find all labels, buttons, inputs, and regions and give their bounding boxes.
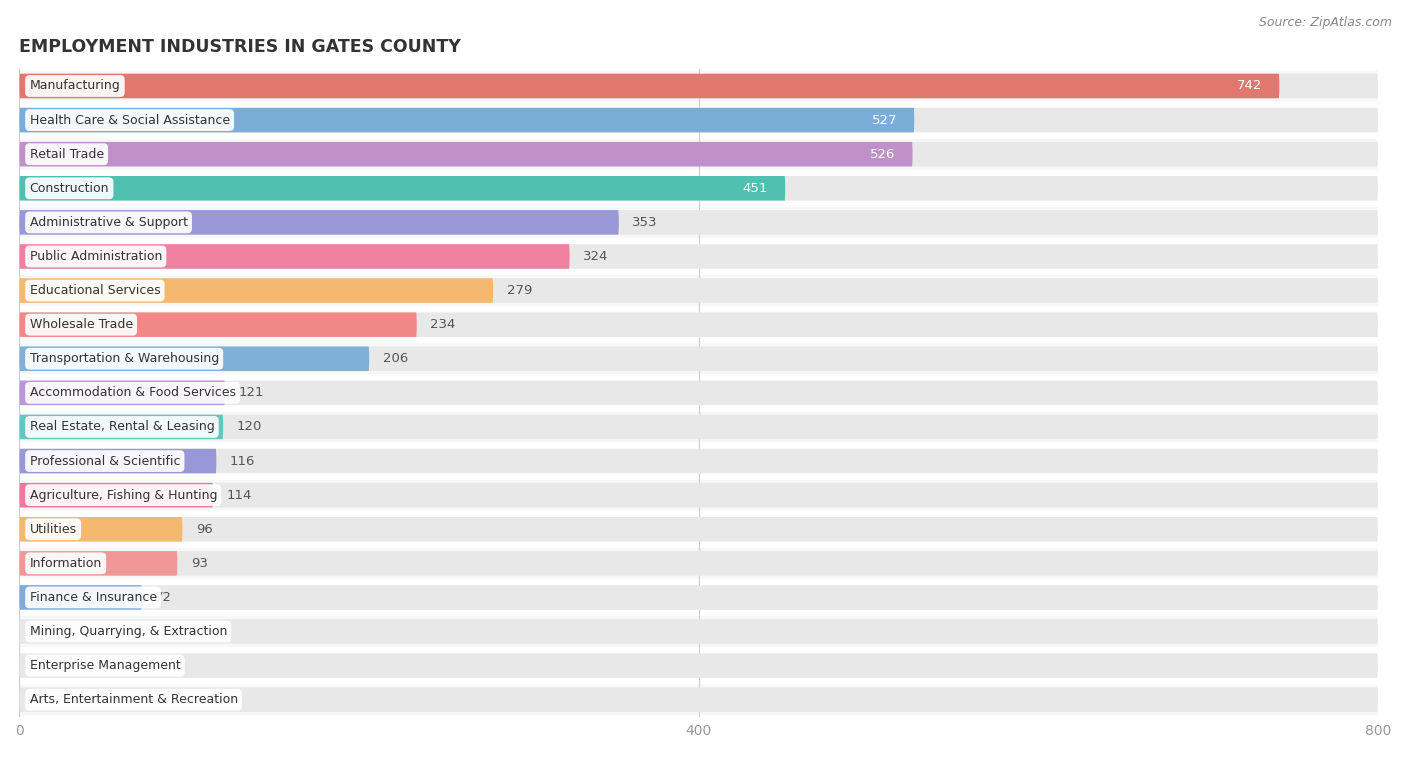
Text: 324: 324 xyxy=(583,250,609,263)
Text: Transportation & Warehousing: Transportation & Warehousing xyxy=(30,352,219,365)
FancyBboxPatch shape xyxy=(20,313,416,337)
Text: 0: 0 xyxy=(32,659,41,672)
FancyBboxPatch shape xyxy=(20,380,225,405)
Text: 96: 96 xyxy=(195,523,212,535)
Text: Agriculture, Fishing & Hunting: Agriculture, Fishing & Hunting xyxy=(30,489,217,501)
FancyBboxPatch shape xyxy=(20,244,569,268)
FancyBboxPatch shape xyxy=(20,275,1378,306)
FancyBboxPatch shape xyxy=(20,173,1378,203)
FancyBboxPatch shape xyxy=(20,483,212,508)
FancyBboxPatch shape xyxy=(20,380,1378,405)
Text: EMPLOYMENT INDUSTRIES IN GATES COUNTY: EMPLOYMENT INDUSTRIES IN GATES COUNTY xyxy=(20,38,461,57)
FancyBboxPatch shape xyxy=(20,582,1378,613)
FancyBboxPatch shape xyxy=(20,210,619,234)
FancyBboxPatch shape xyxy=(20,105,1378,136)
FancyBboxPatch shape xyxy=(20,207,1378,237)
Text: Retail Trade: Retail Trade xyxy=(30,147,104,161)
FancyBboxPatch shape xyxy=(20,517,1378,542)
FancyBboxPatch shape xyxy=(20,74,1279,99)
FancyBboxPatch shape xyxy=(20,688,1378,712)
Text: 114: 114 xyxy=(226,489,252,501)
Text: Health Care & Social Assistance: Health Care & Social Assistance xyxy=(30,113,229,126)
FancyBboxPatch shape xyxy=(20,142,1378,167)
FancyBboxPatch shape xyxy=(20,210,1378,234)
Text: Public Administration: Public Administration xyxy=(30,250,162,263)
Text: Educational Services: Educational Services xyxy=(30,284,160,297)
Text: Real Estate, Rental & Leasing: Real Estate, Rental & Leasing xyxy=(30,421,214,434)
Text: 742: 742 xyxy=(1237,79,1263,92)
FancyBboxPatch shape xyxy=(20,548,1378,579)
FancyBboxPatch shape xyxy=(20,414,224,439)
FancyBboxPatch shape xyxy=(20,684,1378,715)
Text: Accommodation & Food Services: Accommodation & Food Services xyxy=(30,386,236,400)
Text: 527: 527 xyxy=(872,113,897,126)
Text: 116: 116 xyxy=(231,455,256,468)
Text: 93: 93 xyxy=(191,557,208,570)
FancyBboxPatch shape xyxy=(20,449,217,473)
Text: Professional & Scientific: Professional & Scientific xyxy=(30,455,180,468)
FancyBboxPatch shape xyxy=(20,653,1378,678)
Text: Information: Information xyxy=(30,557,101,570)
Text: 206: 206 xyxy=(382,352,408,365)
Text: 526: 526 xyxy=(870,147,896,161)
FancyBboxPatch shape xyxy=(20,514,1378,545)
FancyBboxPatch shape xyxy=(20,483,1378,508)
FancyBboxPatch shape xyxy=(20,449,1378,473)
FancyBboxPatch shape xyxy=(20,517,183,542)
Text: 0: 0 xyxy=(32,625,41,638)
FancyBboxPatch shape xyxy=(20,414,1378,439)
Text: Enterprise Management: Enterprise Management xyxy=(30,659,180,672)
Text: Utilities: Utilities xyxy=(30,523,77,535)
Text: Administrative & Support: Administrative & Support xyxy=(30,216,187,229)
FancyBboxPatch shape xyxy=(20,480,1378,511)
Text: Wholesale Trade: Wholesale Trade xyxy=(30,318,132,331)
Text: 234: 234 xyxy=(430,318,456,331)
FancyBboxPatch shape xyxy=(20,619,1378,644)
FancyBboxPatch shape xyxy=(20,176,785,200)
FancyBboxPatch shape xyxy=(20,241,1378,272)
FancyBboxPatch shape xyxy=(20,411,1378,442)
Text: Construction: Construction xyxy=(30,182,110,195)
FancyBboxPatch shape xyxy=(20,279,494,303)
Text: 279: 279 xyxy=(506,284,531,297)
FancyBboxPatch shape xyxy=(20,310,1378,340)
FancyBboxPatch shape xyxy=(20,344,1378,374)
FancyBboxPatch shape xyxy=(20,139,1378,169)
FancyBboxPatch shape xyxy=(20,108,914,133)
Text: 353: 353 xyxy=(633,216,658,229)
Text: 0: 0 xyxy=(32,693,41,706)
Text: Arts, Entertainment & Recreation: Arts, Entertainment & Recreation xyxy=(30,693,238,706)
Text: 121: 121 xyxy=(239,386,264,400)
Text: 72: 72 xyxy=(155,591,172,604)
FancyBboxPatch shape xyxy=(20,347,370,371)
FancyBboxPatch shape xyxy=(20,108,1378,133)
FancyBboxPatch shape xyxy=(20,616,1378,647)
Text: Finance & Insurance: Finance & Insurance xyxy=(30,591,156,604)
FancyBboxPatch shape xyxy=(20,142,912,167)
Text: Source: ZipAtlas.com: Source: ZipAtlas.com xyxy=(1258,16,1392,29)
FancyBboxPatch shape xyxy=(20,313,1378,337)
Text: 451: 451 xyxy=(742,182,768,195)
FancyBboxPatch shape xyxy=(20,244,1378,268)
FancyBboxPatch shape xyxy=(20,176,1378,200)
Text: Mining, Quarrying, & Extraction: Mining, Quarrying, & Extraction xyxy=(30,625,226,638)
Text: Manufacturing: Manufacturing xyxy=(30,79,121,92)
FancyBboxPatch shape xyxy=(20,551,177,576)
FancyBboxPatch shape xyxy=(20,377,1378,408)
FancyBboxPatch shape xyxy=(20,650,1378,681)
FancyBboxPatch shape xyxy=(20,347,1378,371)
Text: 120: 120 xyxy=(236,421,262,434)
FancyBboxPatch shape xyxy=(20,74,1378,99)
FancyBboxPatch shape xyxy=(20,551,1378,576)
FancyBboxPatch shape xyxy=(20,585,142,610)
FancyBboxPatch shape xyxy=(20,279,1378,303)
FancyBboxPatch shape xyxy=(20,71,1378,102)
FancyBboxPatch shape xyxy=(20,445,1378,476)
FancyBboxPatch shape xyxy=(20,585,1378,610)
